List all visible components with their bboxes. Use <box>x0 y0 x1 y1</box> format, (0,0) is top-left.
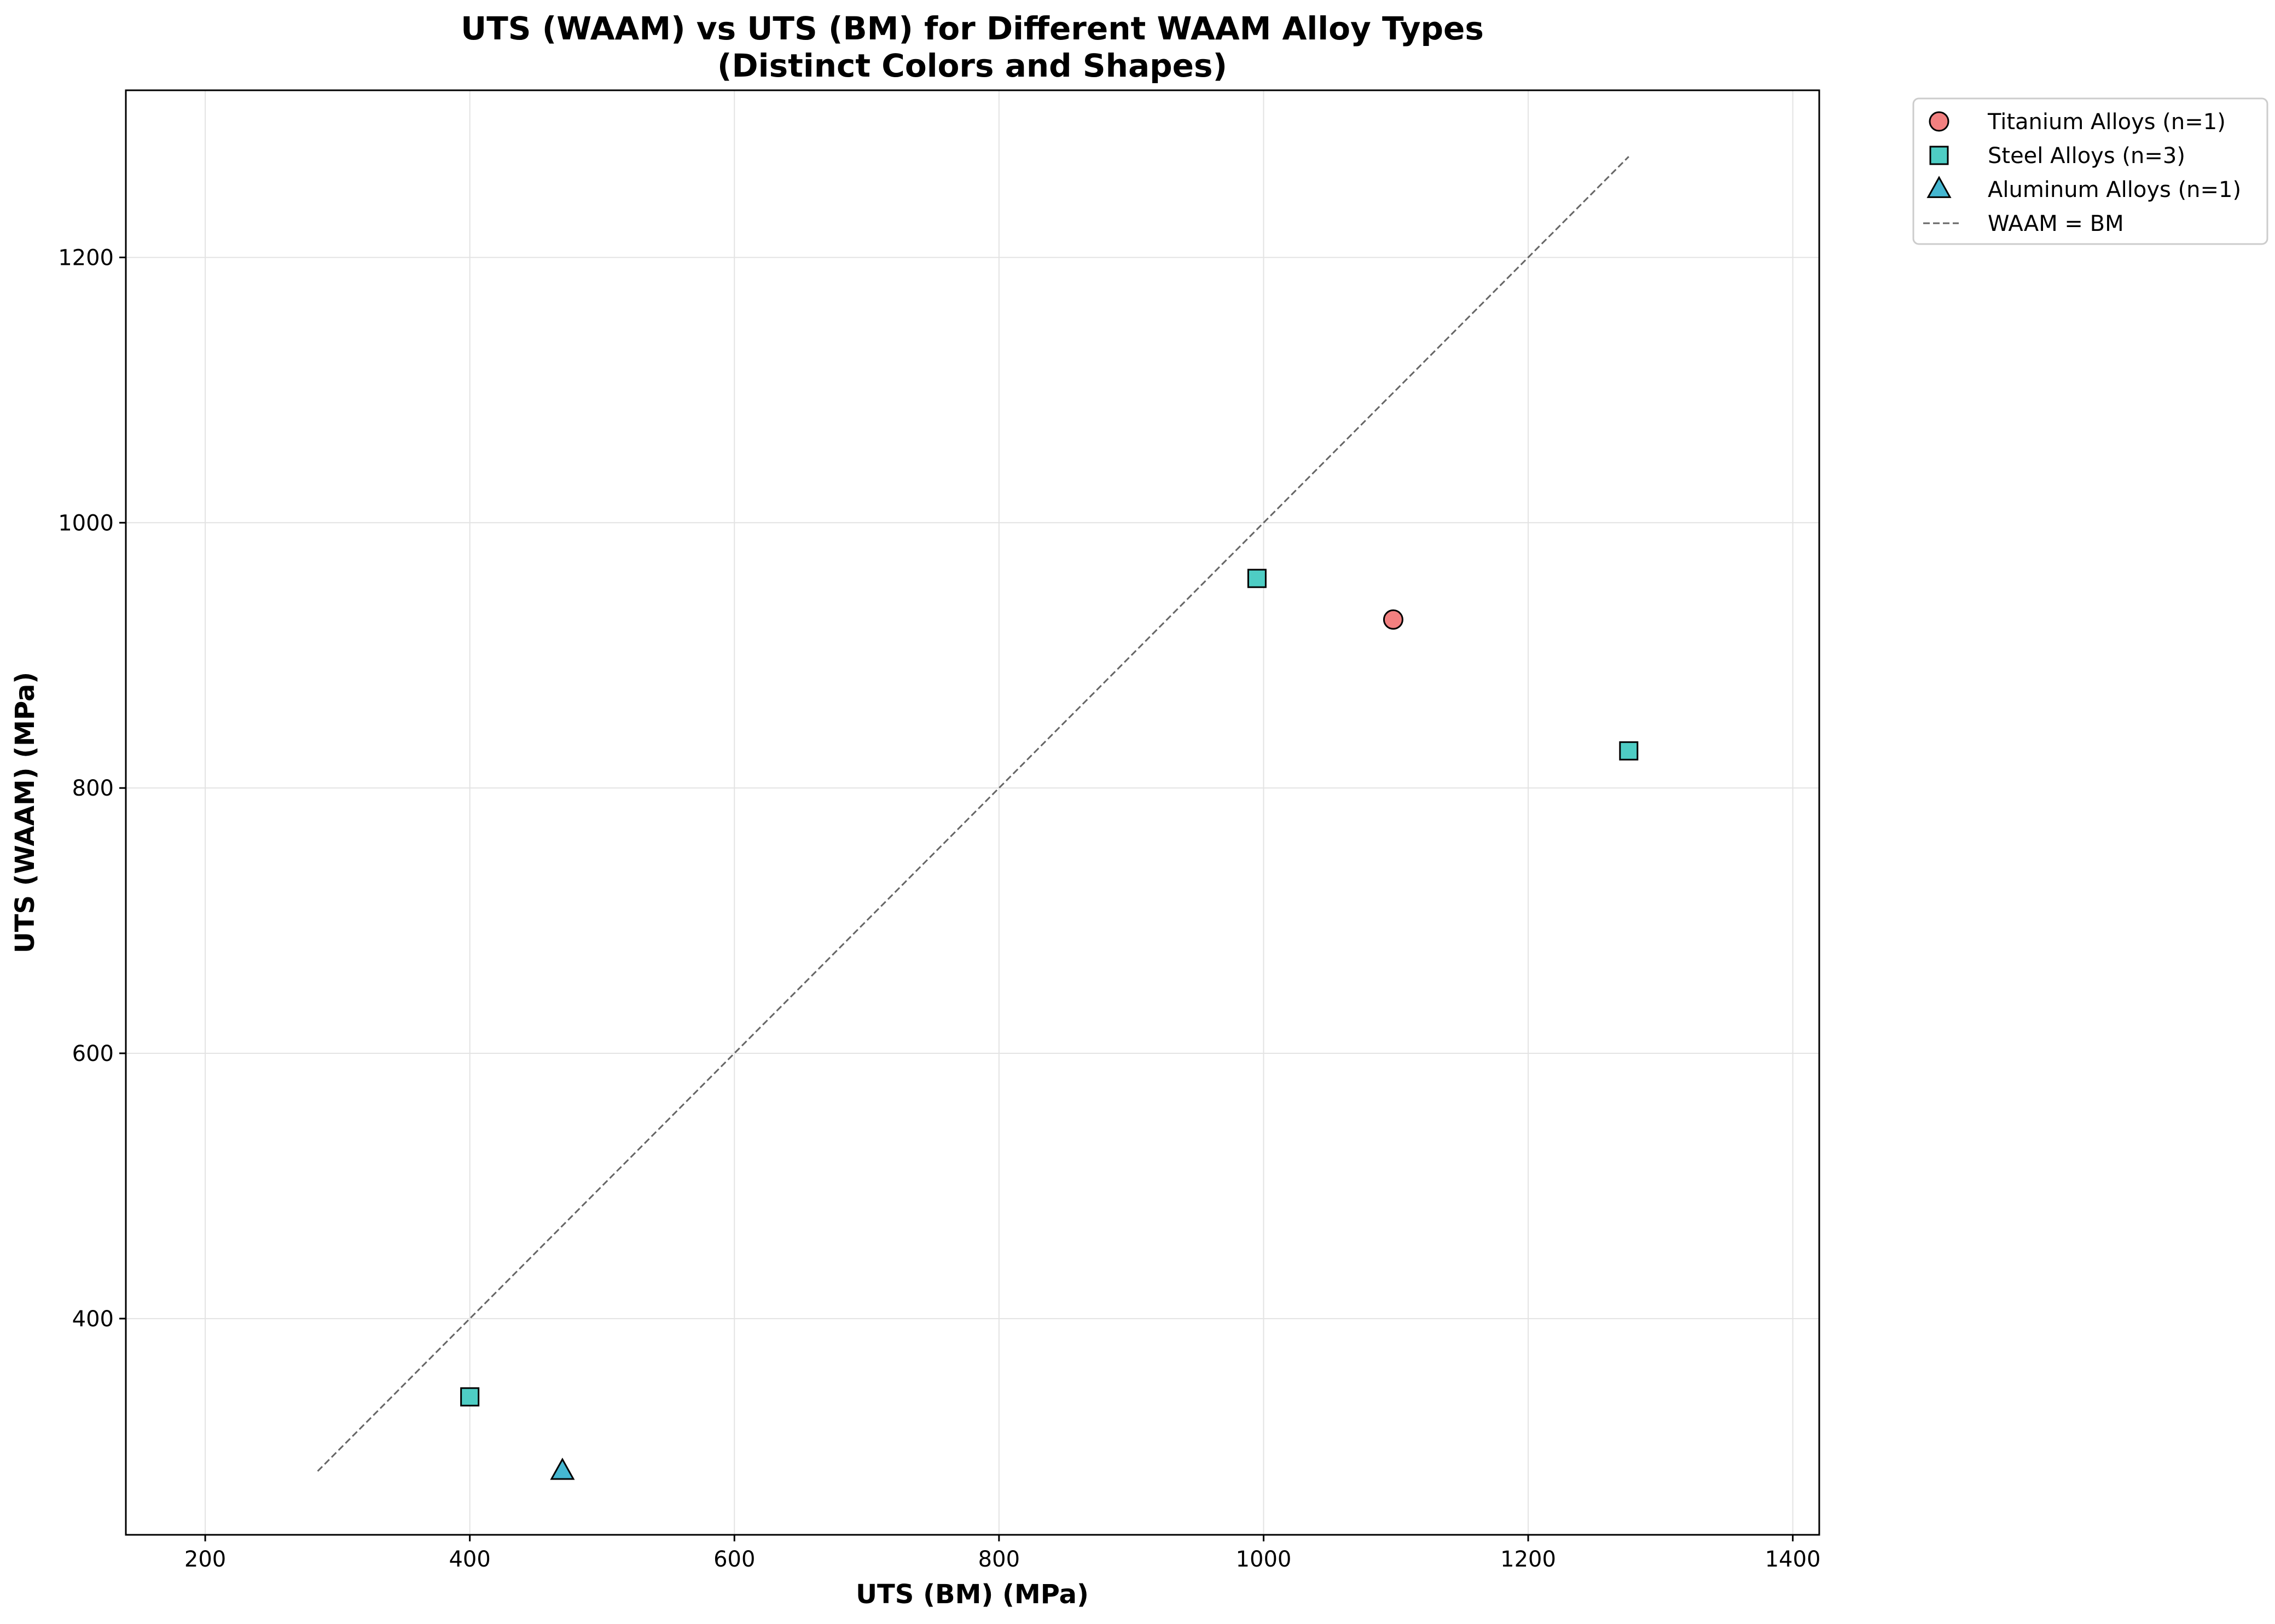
triangle-data-point <box>550 1457 575 1480</box>
chart-title-line1: UTS (WAAM) vs UTS (BM) for Different WAA… <box>461 10 1484 47</box>
square-data-point <box>460 1387 480 1407</box>
circle-data-point <box>1383 609 1403 630</box>
y-axis: 400 600 800 1000 1200 <box>58 245 126 1332</box>
x-tick-label: 1400 <box>1765 1547 1821 1572</box>
chart-title-line2: (Distinct Colors and Shapes) <box>717 47 1227 84</box>
y-tick-label: 600 <box>72 1041 114 1066</box>
legend-entry-label: Aluminum Alloys (n=1) <box>1988 177 2241 202</box>
x-tick-label: 1200 <box>1500 1547 1556 1572</box>
legend-triangle-marker <box>1926 176 1952 198</box>
square-data-point <box>1247 569 1267 588</box>
legend-entry-label: Steel Alloys (n=3) <box>1988 143 2185 169</box>
x-tick-label: 1000 <box>1236 1547 1292 1572</box>
y-tick-label: 1200 <box>58 245 114 270</box>
x-axis-label: UTS (BM) (MPa) <box>856 1579 1089 1610</box>
y-tick-label: 400 <box>72 1307 114 1332</box>
data-points <box>460 569 1639 1480</box>
x-tick-label: 200 <box>184 1547 226 1572</box>
x-tick-label: 600 <box>713 1547 755 1572</box>
gridlines <box>126 90 1819 1535</box>
y-tick-label: 800 <box>72 776 114 801</box>
legend-square-marker <box>1929 146 1949 165</box>
x-tick-label: 800 <box>978 1547 1020 1572</box>
x-tick-label: 400 <box>449 1547 490 1572</box>
plot-frame <box>125 89 1820 1536</box>
x-axis: 200 400 600 800 1000 1200 1400 <box>184 1535 1821 1572</box>
legend-entry-label: WAAM = BM <box>1988 211 2124 236</box>
legend-circle-marker <box>1929 111 1949 132</box>
legend: Titanium Alloys (n=1) Steel Alloys (n=3) A… <box>1912 97 2268 245</box>
y-axis-label: UTS (WAAM) (MPa) <box>10 672 40 953</box>
legend-entry-label: Titanium Alloys (n=1) <box>1987 109 2226 135</box>
reference-line-layer <box>317 156 1629 1472</box>
y-tick-label: 1000 <box>58 511 114 536</box>
reference-line <box>317 156 1629 1472</box>
square-data-point <box>1619 741 1639 761</box>
legend-box <box>1912 97 2268 245</box>
